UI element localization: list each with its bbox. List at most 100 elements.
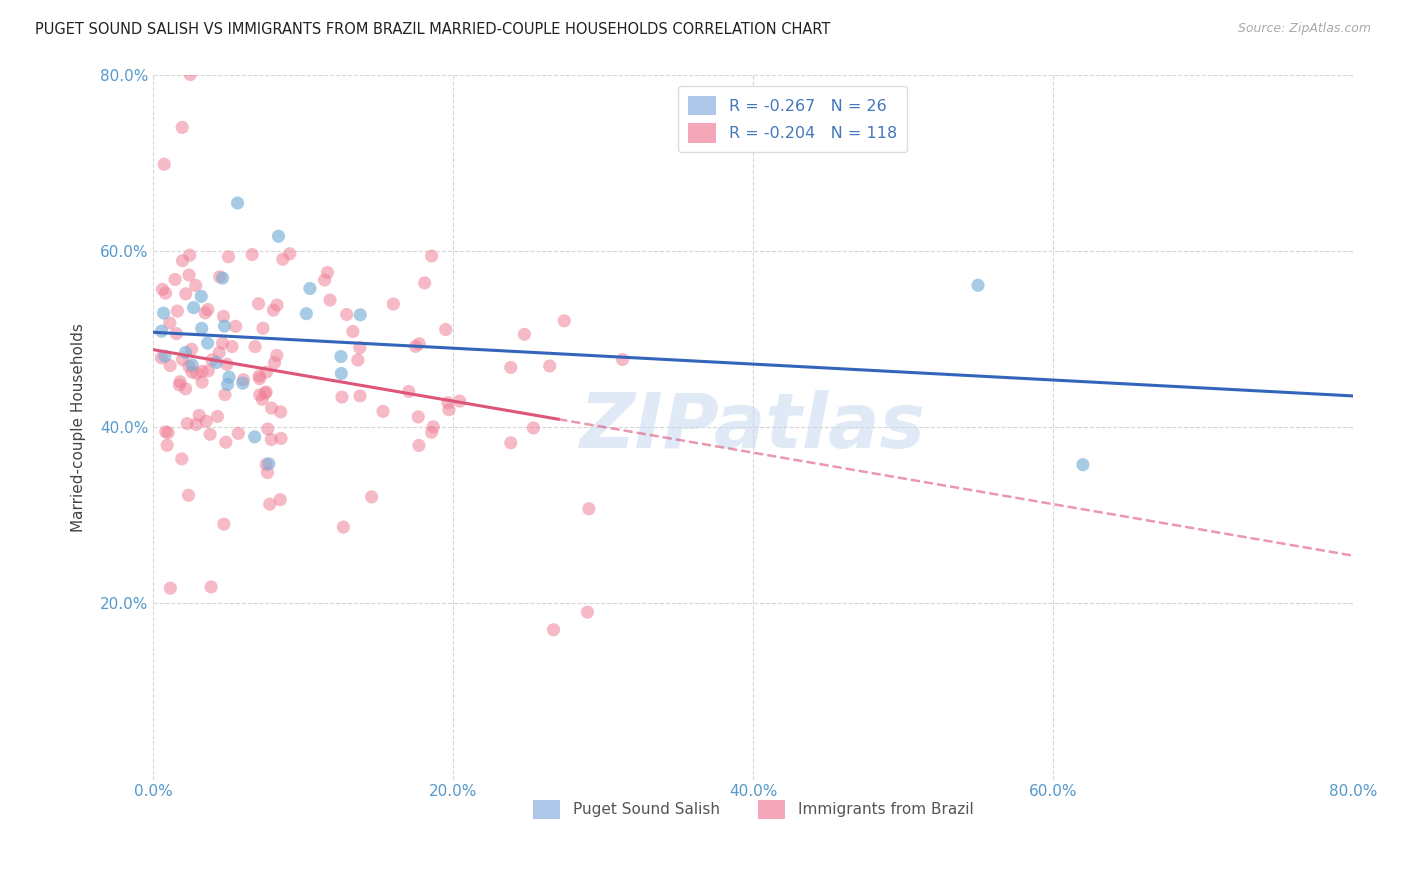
Point [208,269,231,284]
Text: PUGET SOUND SALISH VS IMMIGRANTS FROM BRAZIL MARRIED-COUPLE HOUSEHOLDS CORRELATI: PUGET SOUND SALISH VS IMMIGRANTS FROM BR… [35,22,831,37]
Point [382,297,405,311]
Point [252,392,274,407]
Point [360,490,382,504]
Point [259,497,281,511]
Point [191,364,214,378]
Point [437,402,460,417]
Point [156,438,179,452]
Point [578,501,600,516]
Point [211,336,233,351]
Point [176,417,198,431]
Point [398,384,420,399]
Point [190,289,212,303]
Point [254,458,277,472]
Point [449,394,471,409]
Point [1071,458,1094,472]
Point [263,356,285,370]
Point [434,322,457,336]
Point [150,324,173,338]
Point [269,492,291,507]
Point [349,389,371,403]
Point [207,409,229,424]
Point [437,395,460,409]
Point [212,517,235,532]
Point [225,319,247,334]
Point [553,314,575,328]
Point [214,387,236,401]
Point [197,364,219,378]
Point [256,466,278,480]
Point [247,369,270,384]
Point [266,298,288,312]
Point [314,273,336,287]
Point [200,580,222,594]
Point [157,425,180,440]
Point [257,457,280,471]
Point [177,359,200,374]
Point [181,358,204,372]
Point [967,278,990,293]
Point [155,286,177,301]
Point [267,229,290,244]
Point [422,419,444,434]
Point [179,248,201,262]
Point [254,386,277,401]
Point [170,451,193,466]
Point [266,348,288,362]
Point [408,336,430,351]
Point [522,421,544,435]
Point [174,382,197,396]
Point [177,488,200,502]
Point [249,388,271,402]
Point [316,266,339,280]
Point [260,433,283,447]
Point [499,435,522,450]
Point [298,281,321,295]
Point [319,293,342,307]
Legend: Puget Sound Salish, Immigrants from Brazil: Puget Sound Salish, Immigrants from Braz… [527,794,980,825]
Point [198,427,221,442]
Text: ZIPatlas: ZIPatlas [581,390,927,464]
Point [190,321,212,335]
Point [195,414,218,428]
Point [332,520,354,534]
Point [197,302,219,317]
Point [201,352,224,367]
Point [249,371,271,385]
Point [159,581,181,595]
Point [217,377,239,392]
Point [232,376,254,391]
Point [330,367,353,381]
Point [218,250,240,264]
Point [208,345,231,359]
Point [184,278,207,293]
Point [342,325,364,339]
Point [420,425,443,440]
Point [612,352,634,367]
Point [538,359,561,373]
Point [174,345,197,359]
Point [215,357,238,371]
Point [270,405,292,419]
Point [186,417,208,432]
Point [262,303,284,318]
Point [420,249,443,263]
Point [330,350,353,364]
Point [181,365,204,379]
Point [226,196,249,211]
Point [543,623,565,637]
Y-axis label: Married-couple Households: Married-couple Households [72,323,86,532]
Point [336,308,359,322]
Point [270,432,292,446]
Point [194,306,217,320]
Point [172,120,194,135]
Point [180,343,202,357]
Point [218,370,240,384]
Point [188,409,211,423]
Point [247,296,270,310]
Point [166,304,188,318]
Point [271,252,294,267]
Point [499,360,522,375]
Point [169,377,191,392]
Point [295,307,318,321]
